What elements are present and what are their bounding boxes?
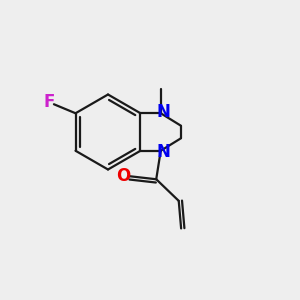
Text: O: O <box>116 167 130 185</box>
Text: N: N <box>156 103 170 121</box>
Text: F: F <box>44 93 55 111</box>
Text: N: N <box>156 143 170 161</box>
